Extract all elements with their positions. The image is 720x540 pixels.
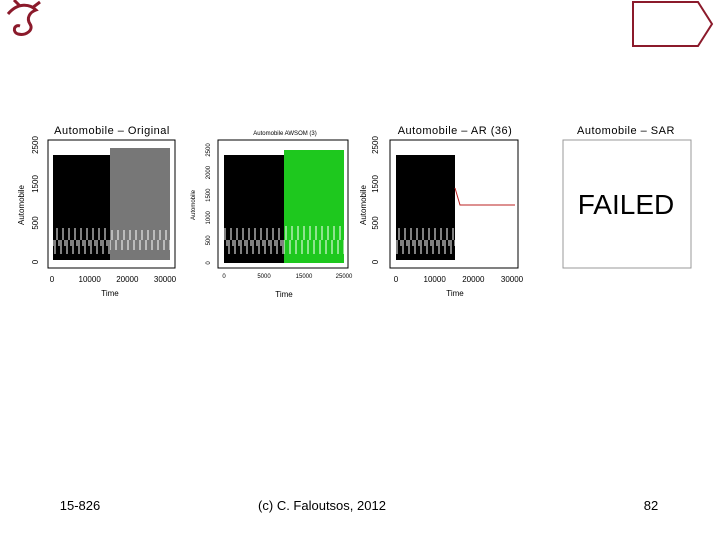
logo: [6, 0, 41, 36]
x-label: Time: [275, 290, 293, 299]
x-tick-label: 0: [50, 275, 55, 284]
x-tick-label: 20000: [462, 275, 485, 284]
y-tick-label: 500: [371, 216, 380, 230]
y-tick-label: 0: [371, 259, 380, 264]
x-tick-label: 10000: [79, 275, 102, 284]
y-label: Automobile: [17, 184, 26, 225]
panel-title: Automobile – Original: [54, 125, 170, 137]
y-tick-label: 2500: [206, 143, 212, 157]
y-tick-label: 1500: [31, 175, 40, 193]
plot-frame: [47, 139, 176, 269]
series-area: [53, 155, 110, 260]
series-area: [224, 155, 284, 263]
y-tick-label: 500: [31, 216, 40, 230]
y-tick-label: 1000: [206, 210, 212, 224]
panel: Automobile AWSOM (3) Automobile 0 500 1000…: [191, 131, 353, 299]
y-tick-label: 2500: [31, 136, 40, 154]
footer-left: 15-826: [60, 498, 100, 513]
panel: Automobile – AR (36) Automobile 0 500 1500…: [359, 125, 524, 298]
y-tick-label: 2000: [206, 165, 212, 179]
y-label: Automobile: [359, 184, 368, 225]
plot-frame: [389, 139, 519, 269]
x-label: Time: [446, 289, 464, 298]
y-tick-label: 1500: [371, 175, 380, 193]
x-tick-label: 30000: [154, 275, 177, 284]
forecast-line: [454, 187, 515, 206]
series-area: [284, 150, 344, 263]
x-tick-label: 25000: [336, 274, 353, 280]
panel-title: Automobile – SAR: [577, 125, 675, 137]
footer-right: 82: [644, 498, 658, 513]
y-tick-label: 500: [206, 235, 212, 246]
panel-title: Automobile – AR (36): [398, 125, 513, 137]
y-tick-label: 0: [206, 261, 212, 265]
footer-center: (c) C. Faloutsos, 2012: [258, 498, 386, 513]
x-label: Time: [101, 289, 119, 298]
x-tick-label: 30000: [501, 275, 524, 284]
x-tick-label: 5000: [257, 274, 271, 280]
y-label: Automobile: [191, 189, 197, 220]
plot-frame: [562, 139, 692, 269]
x-tick-label: 10000: [424, 275, 447, 284]
nav-arrow[interactable]: [632, 1, 714, 47]
failed-message: FAILED: [578, 189, 674, 220]
panel: Automobile – Original Automobile 0 500 150…: [17, 125, 177, 298]
x-tick-label: 15000: [296, 274, 313, 280]
panel-title: Automobile AWSOM (3): [253, 131, 316, 137]
x-tick-label: 0: [394, 275, 399, 284]
panel: Automobile – SAR FAILED: [562, 125, 692, 269]
x-tick-label: 20000: [116, 275, 139, 284]
x-tick-label: 0: [222, 274, 226, 280]
plot-frame: [217, 139, 349, 269]
y-tick-label: 2500: [371, 136, 380, 154]
y-tick-label: 0: [31, 259, 40, 264]
series-area: [396, 155, 455, 260]
y-tick-label: 1500: [206, 188, 212, 202]
series-area: [110, 148, 170, 260]
